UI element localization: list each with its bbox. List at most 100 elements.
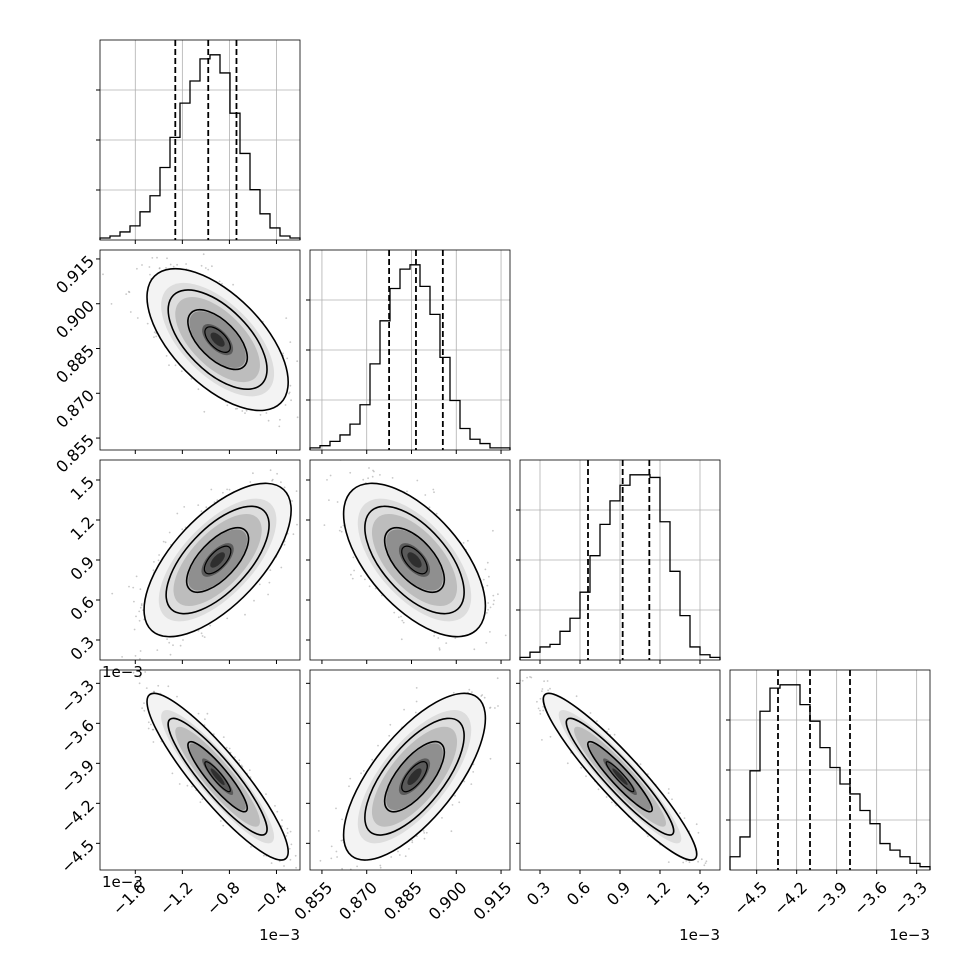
scatter-point [241,410,244,412]
scatter-point [200,264,203,267]
scatter-point [127,290,130,293]
scatter-point [221,282,223,285]
scatter-point [462,542,465,544]
scatter-point [300,502,302,504]
scatter-point [166,257,168,260]
scatter-point [296,416,299,419]
scatter-point [306,473,308,475]
histogram-2 [519,474,721,660]
contour-line [204,326,231,353]
scatter-point [244,613,246,616]
scatter-point [157,559,160,562]
scatter-point [463,780,466,783]
scatter-point [132,671,135,674]
hist-panel-3 [726,669,931,871]
scatter-point [450,830,453,833]
scatter-point [156,256,158,259]
pair-content [111,444,309,660]
scatter-point [276,472,278,475]
contour-line [401,545,428,575]
scatter-point [144,671,147,673]
scatter-point [265,412,268,414]
scatter-point [340,526,342,528]
scatter-point [350,573,352,576]
scatter-point [151,728,154,731]
scatter-point [486,561,489,564]
scatter-point [349,777,352,780]
scatter-point [134,655,137,657]
scatter-point [291,500,293,502]
scatter-point [360,575,362,577]
scatter-point [435,512,438,515]
scatter-point [172,644,174,647]
scatter-point [371,475,374,478]
scatter-point [504,634,507,637]
scatter-point [364,578,366,581]
scatter-point [222,824,225,827]
scatter-point [168,364,170,367]
scatter-point [138,619,141,622]
scatter-point [291,875,293,877]
scatter-point [323,524,326,526]
scatter-point [191,785,193,788]
contour-line [342,482,487,638]
pair-panel-3-0 [99,669,301,877]
scatter-point [149,273,151,276]
scatter-point [285,317,288,319]
scatter-point [492,603,495,606]
scatter-point [146,322,149,325]
scatter-point [206,712,209,715]
scatter-point [489,631,491,633]
scatter-point [176,695,178,698]
histogram-3 [729,684,931,870]
scatter-point [303,482,305,484]
scatter-point [238,759,241,762]
scatter-point [286,832,289,834]
hist-panel-2 [516,459,721,661]
scatter-point [323,870,325,872]
scatter-point [152,569,155,572]
pair-content [102,253,300,428]
scatter-point [168,531,171,534]
scatter-point [234,408,237,410]
scatter-point [205,506,208,509]
scatter-point [210,488,213,491]
scatter-point [374,587,377,590]
scatter-point [307,444,309,446]
scatter-point [362,478,365,481]
scatter-point [207,268,210,271]
scatter-point [153,561,155,563]
scatter-point [136,267,138,270]
scatter-point [296,360,299,363]
contour-line [143,482,292,638]
scatter-point [485,612,488,614]
scatter-point [267,593,269,596]
scatter-point [379,877,381,879]
scatter-point [151,257,154,259]
scatter-point [218,280,221,283]
scatter-point [270,862,273,864]
scatter-point [433,491,435,494]
scatter-point [153,690,156,693]
scatter-point [352,556,355,559]
scatter-point [454,794,456,797]
scatter-point [240,764,243,767]
scatter-point [437,637,440,639]
contour-line [383,526,446,594]
scatter-point [245,409,248,412]
scatter-point [336,856,338,858]
scatter-point [204,267,207,269]
scatter-point [438,648,441,651]
scatter-point [190,377,193,380]
scatter-point [199,801,202,804]
scatter-point [197,712,200,715]
scatter-point [164,541,167,544]
scatter-point [391,477,394,479]
scatter-point [290,843,293,846]
scatter-point [141,264,143,266]
scatter-point [140,604,143,607]
scatter-point [203,636,206,638]
scatter-point [132,586,135,589]
scatter-point [379,474,381,476]
scatter-point [295,866,297,869]
